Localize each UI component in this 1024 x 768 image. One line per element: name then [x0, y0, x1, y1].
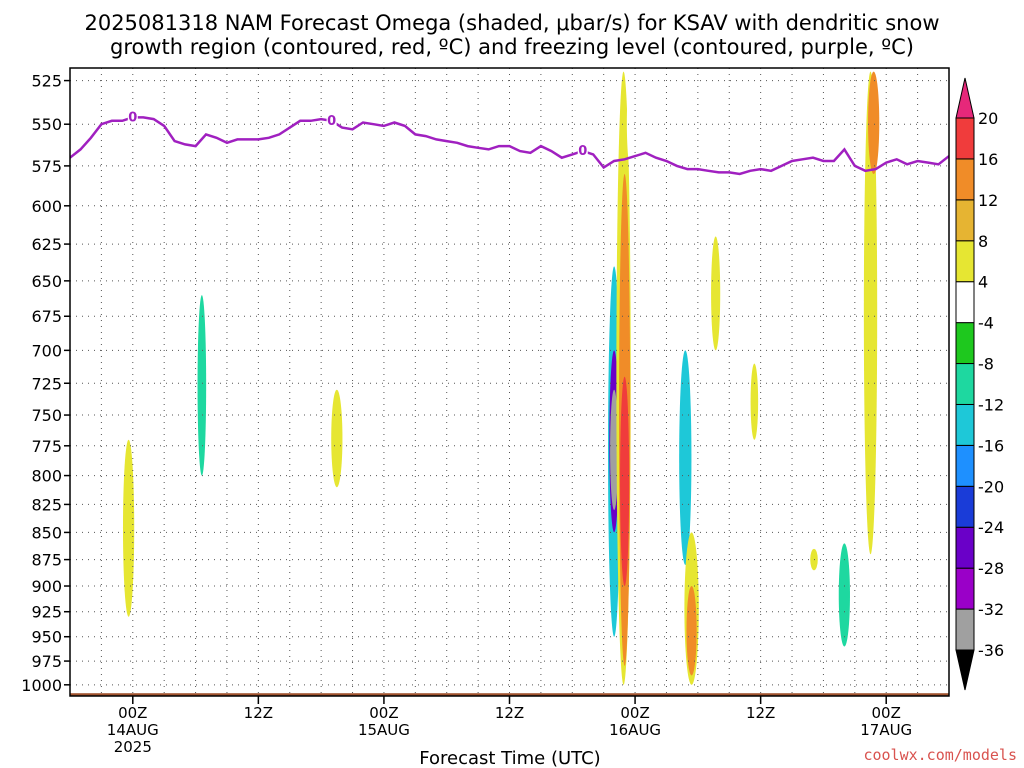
y-tick-label: 575	[31, 157, 62, 176]
y-tick-label: 525	[31, 72, 62, 91]
y-tick-label: 625	[31, 235, 62, 254]
omega-cell	[750, 363, 759, 440]
colorbar-tick-label: -36	[978, 641, 1004, 660]
colorbar-band	[955, 363, 975, 405]
colorbar-band	[955, 403, 975, 446]
x-tick-label: 00Z	[620, 704, 649, 722]
omega-cell	[838, 543, 850, 647]
colorbar-band	[955, 240, 975, 283]
colorbar-tick-label: 20	[978, 109, 998, 128]
y-tick-label: 925	[31, 603, 62, 622]
y-tick-label: 600	[31, 197, 62, 216]
colorbar-band	[955, 485, 975, 528]
omega-cell	[836, 71, 853, 671]
colorbar-tick-label: -12	[978, 395, 1004, 414]
x-tick-label: 12Z	[244, 704, 273, 722]
colorbar-band	[955, 444, 975, 487]
x-tick-label: 14AUG	[107, 721, 159, 739]
freezing-level-label: 0	[578, 144, 587, 159]
colorbar-tick-label: 12	[978, 191, 998, 210]
omega-cell	[620, 376, 630, 587]
omega-cell	[812, 71, 825, 428]
omega-cell	[863, 71, 878, 555]
x-tick-label: 17AUG	[860, 721, 912, 739]
credit-text: coolwx.com/models	[863, 746, 1017, 764]
y-tick-label: 900	[31, 577, 62, 596]
colorbar-band	[955, 199, 975, 242]
chart-title-line-2: growth region (contoured, red, ºC) and f…	[110, 35, 914, 59]
omega-cell	[88, 559, 102, 657]
freezing-label-bg	[127, 109, 138, 124]
colorbar-band	[955, 117, 975, 160]
y-tick-label: 750	[31, 406, 62, 425]
omega-cell	[868, 71, 880, 175]
freezing-level-label: 0	[128, 110, 137, 125]
y-tick-label: 675	[31, 307, 62, 326]
colorbar-band	[955, 526, 975, 569]
chart-title-line-1: 2025081318 NAM Forecast Omega (shaded, μ…	[84, 11, 939, 35]
colorbar-tick-label: -28	[978, 559, 1004, 578]
colorbar-tick-label: 4	[978, 273, 988, 292]
y-tick-label: 650	[31, 272, 62, 291]
freezing-level-label: 0	[327, 114, 336, 129]
colorbar-tick-label: -20	[978, 477, 1004, 496]
colorbar-tick-label: -4	[978, 314, 994, 333]
y-tick-label: 700	[31, 341, 62, 360]
x-tick-label: 00Z	[872, 704, 901, 722]
y-axis: 525 550 575 600 625 650 675 700 725 750 775 800 825 8…	[21, 72, 70, 695]
colorbar-max-arrow	[955, 77, 975, 119]
omega-cell	[340, 521, 391, 671]
colorbar-band	[955, 567, 975, 610]
colorbar-tick-label: -8	[978, 355, 994, 374]
colorbar: -36 -32 -28 -24 -20 -16 -12 -8 -4 4 8 12 16 20	[955, 77, 1004, 691]
omega-cell	[827, 280, 841, 390]
colorbar-band	[955, 608, 975, 651]
omega-cell	[610, 389, 619, 511]
omega-cell	[679, 350, 692, 565]
terrain-band	[70, 693, 949, 696]
x-tick-label: 2025	[114, 738, 152, 756]
x-axis-label: Forecast Time (UTC)	[419, 748, 600, 768]
y-tick-label: 550	[31, 115, 62, 134]
colorbar-tick-label: -32	[978, 600, 1004, 619]
freezing-level-line	[70, 116, 949, 176]
colorbar-band	[955, 281, 975, 324]
omega-cell	[197, 295, 207, 476]
freezing-level-contour: 0 0 0	[70, 109, 949, 176]
colorbar-tick-label: -24	[978, 518, 1004, 537]
y-tick-label: 725	[31, 374, 62, 393]
x-tick-label: 00Z	[369, 704, 398, 722]
omega-cell	[122, 439, 135, 617]
omega-cell	[626, 71, 638, 175]
freezing-label-bg	[577, 143, 588, 158]
x-tick-label: 00Z	[118, 704, 147, 722]
omega-cell	[711, 236, 721, 351]
x-tick-label: 12Z	[746, 704, 775, 722]
omega-cell	[686, 586, 697, 676]
x-tick-label: 16AUG	[609, 721, 661, 739]
terrain-fill	[70, 693, 949, 696]
y-tick-label: 950	[31, 628, 62, 647]
grid-lines	[69, 68, 950, 696]
x-tick-label: 12Z	[495, 704, 524, 722]
colorbar-band	[955, 322, 975, 365]
y-tick-label: 850	[31, 523, 62, 542]
omega-cell	[331, 389, 343, 488]
colorbar-tick-label: -16	[978, 436, 1004, 455]
colorbar-tick-label: 16	[978, 150, 998, 169]
y-tick-label: 975	[31, 652, 62, 671]
colorbar-tick-label: 8	[978, 232, 988, 251]
y-tick-label: 1000	[21, 676, 62, 695]
freezing-label-bg	[326, 112, 337, 127]
y-tick-label: 875	[31, 551, 62, 570]
y-tick-label: 825	[31, 495, 62, 514]
y-tick-label: 775	[31, 437, 62, 456]
colorbar-band	[955, 158, 975, 201]
omega-shading	[88, 71, 880, 685]
colorbar-min-arrow	[955, 649, 975, 691]
y-tick-label: 800	[31, 467, 62, 486]
x-tick-label: 15AUG	[358, 721, 410, 739]
